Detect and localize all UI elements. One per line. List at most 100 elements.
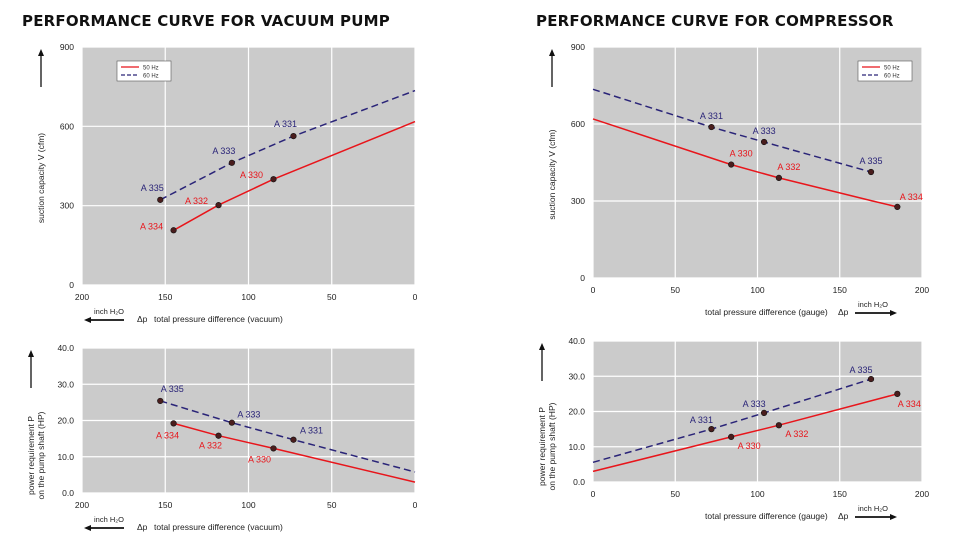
y-axis-label: suction capacity V (cfm) [547, 129, 557, 219]
y-tick-label: 10.0 [568, 442, 585, 452]
data-point [157, 196, 164, 203]
legend-label: 50 Hz [884, 66, 900, 72]
x-axis-label: total pressure difference (vacuum) [154, 314, 283, 324]
point-label: A 332 [199, 441, 222, 451]
arrow-head [549, 49, 555, 56]
x-tick-label: 50 [327, 500, 337, 510]
arrow-head [890, 514, 897, 520]
y-axis-label-line1: power requirement P [26, 416, 36, 495]
point-label: A 332 [785, 429, 808, 439]
x-tick-label: 0 [591, 285, 596, 295]
point-label: A 330 [738, 441, 761, 451]
y-axis-label-line1: power requirement P [537, 407, 547, 486]
x-dp-label: Δp [137, 314, 148, 324]
point-label: A 330 [240, 170, 263, 180]
data-point [170, 227, 177, 234]
arrow-head [84, 525, 91, 531]
legend: 50 Hz 60 Hz [116, 60, 172, 82]
data-point [775, 422, 782, 429]
compressor-power-chart: 0 50 100 150 200 0.0 10.0 20.0 30.0 40.0 A 330 A 33… [537, 336, 929, 521]
point-label: A 333 [237, 410, 260, 420]
point-label: A 333 [212, 146, 235, 156]
x-tick-label: 0 [591, 489, 596, 499]
data-point [760, 138, 768, 146]
data-point [215, 432, 222, 439]
legend-label: 60 Hz [884, 74, 900, 80]
data-point [867, 168, 875, 176]
series-line-50hz [173, 422, 416, 483]
data-point [170, 420, 177, 427]
legend-label: 60 Hz [143, 74, 159, 80]
legend-box [857, 60, 913, 82]
vacuum-power-chart: 200 150 100 50 0 0.0 10.0 20.0 30.0 40.0 A 334 A 33… [26, 343, 418, 532]
y-tick-label: 600 [60, 121, 74, 131]
y-tick-label: 20.0 [57, 416, 74, 426]
data-point [157, 397, 164, 405]
point-label: A 335 [859, 156, 882, 166]
x-tick-label: 100 [750, 489, 764, 499]
point-label: A 333 [753, 126, 776, 136]
point-label: A 333 [743, 399, 766, 409]
arrow-head [539, 343, 545, 350]
point-label: A 334 [156, 430, 179, 440]
y-tick-label: 20.0 [568, 407, 585, 417]
point-label: A 331 [300, 426, 323, 436]
legend-box [116, 60, 172, 82]
y-tick-label: 900 [60, 42, 74, 52]
point-label: A 334 [140, 221, 163, 231]
point-label: A 335 [161, 384, 184, 394]
point-label: A 334 [900, 192, 923, 202]
data-point [760, 409, 768, 417]
y-tick-label: 600 [571, 119, 585, 129]
data-point [228, 159, 235, 166]
x-axis-label: total pressure difference (gauge) [705, 307, 828, 317]
x-unit-label: inch H₂O [858, 300, 888, 309]
point-label: A 331 [700, 111, 723, 121]
arrow-head [84, 317, 91, 323]
x-dp-label: Δp [838, 307, 849, 317]
data-point [270, 445, 277, 452]
vacuum-suction-chart: 200 150 100 50 0 0 300 600 900 A 334 A 332 A 330 A 3… [36, 42, 418, 324]
x-tick-label: 150 [158, 292, 172, 302]
series-line-60hz [159, 89, 416, 201]
x-dp-label: Δp [137, 522, 148, 532]
series-line-60hz [592, 88, 872, 173]
compressor-title: PERFORMANCE CURVE FOR COMPRESSOR [536, 12, 894, 30]
x-tick-label: 200 [75, 292, 89, 302]
data-point [894, 390, 901, 397]
data-point [290, 133, 297, 140]
y-tick-label: 40.0 [568, 336, 585, 346]
x-tick-label: 150 [833, 285, 847, 295]
x-tick-label: 0 [413, 500, 418, 510]
point-label: A 332 [777, 162, 800, 172]
y-tick-label: 300 [571, 196, 585, 206]
data-point [270, 176, 277, 183]
series-line-60hz [592, 378, 872, 464]
x-tick-label: 150 [833, 489, 847, 499]
legend-label: 50 Hz [143, 66, 159, 72]
arrow-head [890, 310, 897, 316]
x-axis-label: total pressure difference (gauge) [705, 511, 828, 521]
x-tick-label: 50 [671, 489, 681, 499]
y-tick-label: 900 [571, 42, 585, 52]
x-tick-label: 150 [158, 500, 172, 510]
y-tick-label: 0 [69, 280, 74, 290]
compressor-suction-chart: 0 50 100 150 200 0 300 600 900 A 330 A 332 A 334 A 3… [547, 42, 929, 317]
y-tick-label: 300 [60, 201, 74, 211]
y-tick-label: 0 [580, 273, 585, 283]
point-label: A 335 [141, 183, 164, 193]
series-line-50hz [592, 393, 898, 473]
x-axis-label: total pressure difference (vacuum) [154, 522, 283, 532]
arrow-head [28, 350, 34, 357]
point-label: A 332 [185, 196, 208, 206]
x-tick-label: 100 [750, 285, 764, 295]
x-unit-label: inch H₂O [94, 307, 124, 316]
x-tick-label: 200 [75, 500, 89, 510]
x-tick-label: 0 [413, 292, 418, 302]
y-tick-label: 40.0 [57, 343, 74, 353]
y-tick-label: 10.0 [57, 452, 74, 462]
data-point [228, 419, 235, 426]
data-point [728, 433, 735, 440]
series-line-50hz [173, 120, 416, 231]
